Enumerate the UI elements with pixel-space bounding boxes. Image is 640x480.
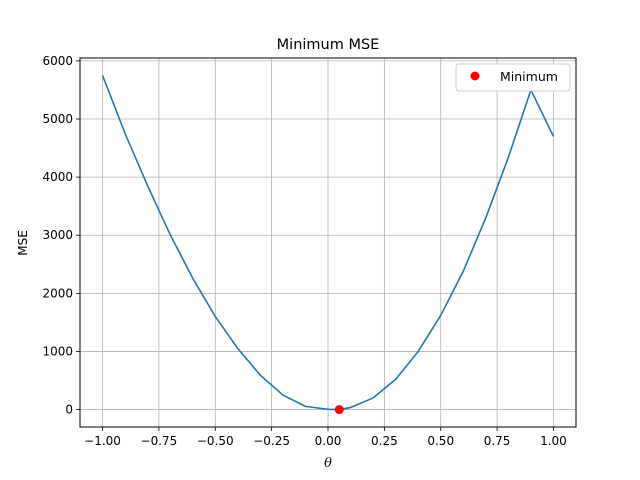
x-tick-label: 0.25 bbox=[371, 434, 398, 448]
y-axis-label: MSE bbox=[16, 230, 30, 256]
y-tick-label: 6000 bbox=[42, 54, 73, 68]
y-axis-ticks: 0 1000 2000 3000 4000 5000 6000 bbox=[42, 54, 80, 417]
x-tick-label: −0.50 bbox=[197, 434, 234, 448]
x-tick-label: 0.75 bbox=[484, 434, 511, 448]
y-tick-label: 2000 bbox=[42, 286, 73, 300]
legend-box bbox=[455, 63, 571, 92]
x-axis-label: θ bbox=[324, 456, 332, 471]
x-tick-label: 1.00 bbox=[540, 434, 567, 448]
x-tick-label: 0.50 bbox=[427, 434, 454, 448]
legend: Minimum bbox=[455, 63, 571, 92]
minimum-point bbox=[334, 405, 344, 415]
y-tick-label: 4000 bbox=[42, 170, 73, 184]
legend-label-minimum: Minimum bbox=[500, 69, 558, 84]
chart-title: Minimum MSE bbox=[277, 37, 380, 53]
legend-marker-minimum bbox=[470, 71, 480, 81]
y-tick-label: 3000 bbox=[42, 228, 73, 242]
y-tick-label: 1000 bbox=[42, 344, 73, 358]
x-tick-label: −0.25 bbox=[253, 434, 290, 448]
y-tick-label: 5000 bbox=[42, 112, 73, 126]
series-layer bbox=[101, 75, 555, 415]
mse-curve bbox=[101, 75, 555, 411]
x-tick-label: −0.75 bbox=[141, 434, 178, 448]
x-tick-label: −1.00 bbox=[84, 434, 121, 448]
y-tick-label: 0 bbox=[65, 403, 73, 417]
x-tick-label: 0.00 bbox=[315, 434, 342, 448]
x-axis-ticks: −1.00 −0.75 −0.50 −0.25 0.00 0.25 0.50 0.75 1.00 bbox=[84, 427, 567, 448]
